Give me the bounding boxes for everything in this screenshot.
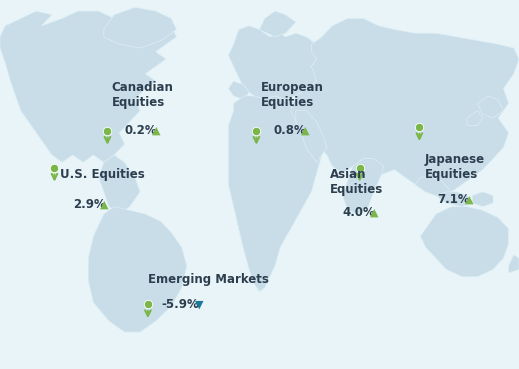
Polygon shape xyxy=(260,11,296,37)
Polygon shape xyxy=(0,11,176,162)
Polygon shape xyxy=(509,255,519,273)
Text: Japanese
Equities: Japanese Equities xyxy=(425,153,485,181)
Text: U.S. Equities: U.S. Equities xyxy=(60,168,144,181)
Polygon shape xyxy=(477,96,503,118)
Text: ▲: ▲ xyxy=(152,126,160,136)
Polygon shape xyxy=(88,207,187,332)
Text: ▲: ▲ xyxy=(301,126,309,136)
Text: European
Equities: European Equities xyxy=(261,81,323,109)
Polygon shape xyxy=(467,111,483,125)
Text: 7.1%: 7.1% xyxy=(438,193,470,206)
Text: ▲: ▲ xyxy=(465,194,473,204)
Text: ▼: ▼ xyxy=(195,299,203,310)
Text: Emerging Markets: Emerging Markets xyxy=(148,273,269,286)
Text: Canadian
Equities: Canadian Equities xyxy=(112,81,173,109)
Polygon shape xyxy=(472,192,493,207)
Text: 4.0%: 4.0% xyxy=(343,206,375,219)
Text: 0.2%: 0.2% xyxy=(125,124,157,138)
Polygon shape xyxy=(420,207,509,277)
Polygon shape xyxy=(415,177,452,203)
Polygon shape xyxy=(228,96,322,292)
Polygon shape xyxy=(343,159,384,214)
Polygon shape xyxy=(99,155,140,214)
Text: ▲: ▲ xyxy=(100,200,108,210)
Text: 2.9%: 2.9% xyxy=(73,198,105,211)
Polygon shape xyxy=(228,81,249,100)
Text: 0.8%: 0.8% xyxy=(274,124,306,138)
Polygon shape xyxy=(296,111,327,162)
Text: Asian
Equities: Asian Equities xyxy=(330,168,383,196)
Text: ▲: ▲ xyxy=(370,207,378,217)
Polygon shape xyxy=(104,7,176,48)
Text: -5.9%: -5.9% xyxy=(161,298,199,311)
Polygon shape xyxy=(291,18,519,203)
Polygon shape xyxy=(228,26,327,100)
Polygon shape xyxy=(436,192,472,207)
